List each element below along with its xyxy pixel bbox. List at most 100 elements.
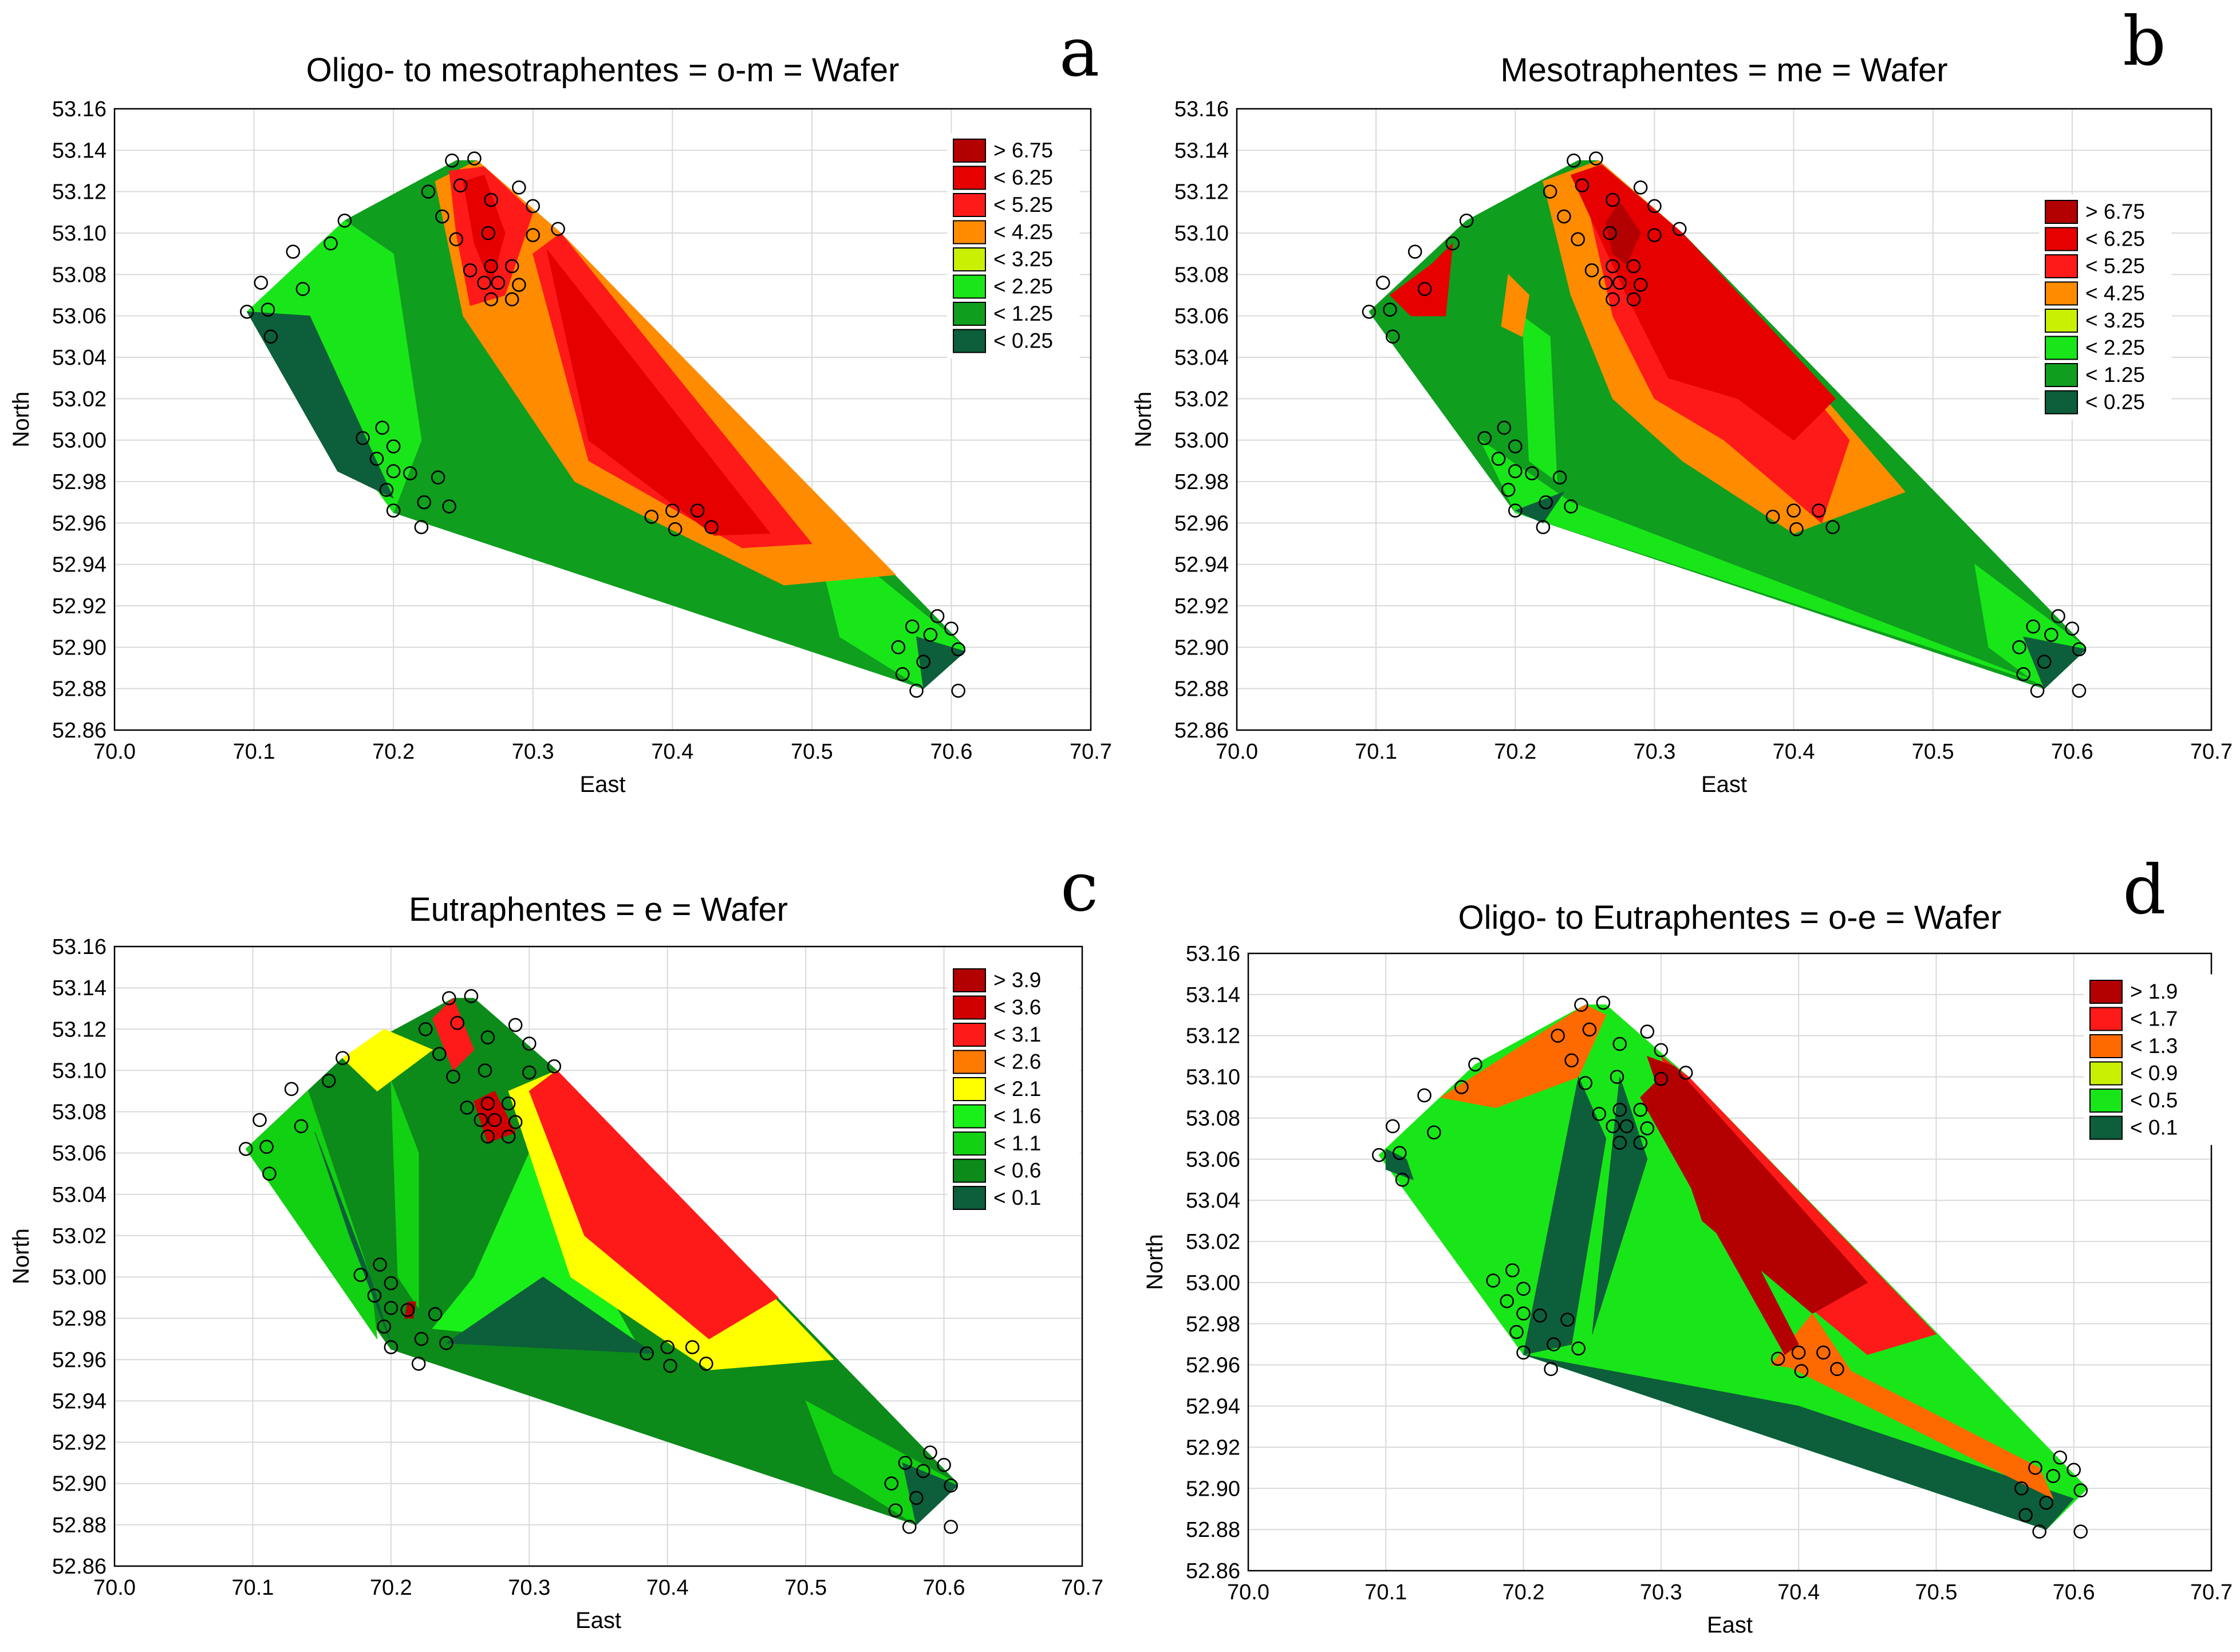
sampling-station-point — [526, 199, 541, 214]
sampling-station-point — [432, 1047, 447, 1061]
sampling-station-point — [1612, 1102, 1627, 1117]
legend-swatch — [2045, 281, 2078, 306]
legend-label: < 0.9 — [2130, 1062, 2178, 1085]
sampling-station-point — [1640, 1024, 1655, 1039]
sampling-station-point — [1508, 464, 1523, 479]
y-tick-label: 53.16 — [1174, 97, 1229, 121]
legend-swatch — [2089, 980, 2123, 1004]
sampling-station-point — [263, 329, 278, 344]
sampling-station-point — [367, 1288, 382, 1303]
sampling-station-point — [2073, 1483, 2088, 1498]
sampling-station-point — [1574, 997, 1588, 1012]
y-tick-label: 52.86 — [52, 1555, 107, 1579]
y-tick-label: 53.10 — [52, 222, 107, 246]
sampling-station-point — [284, 1082, 299, 1097]
x-tick-label: 70.4 — [1773, 740, 1815, 764]
legend-swatch — [953, 165, 986, 190]
sampling-station-point — [1445, 236, 1460, 251]
sampling-station-point — [453, 178, 468, 193]
sampling-station-point — [1383, 302, 1397, 317]
y-tick-label: 53.04 — [52, 346, 107, 370]
y-tick-label: 52.88 — [52, 1513, 107, 1537]
x-tick-label: 70.2 — [1494, 740, 1536, 764]
sampling-station-point — [1612, 275, 1627, 290]
contour-zone — [916, 636, 966, 689]
legend-swatch — [953, 302, 986, 326]
sampling-station-point — [930, 609, 945, 624]
sampling-station-point — [1552, 470, 1567, 485]
sampling-station-point — [1626, 292, 1641, 307]
sampling-station-point — [384, 1300, 399, 1315]
sampling-station-point — [1516, 1282, 1531, 1296]
contour-zone — [546, 249, 771, 536]
legend-swatch — [953, 1158, 986, 1183]
sampling-station-point — [449, 232, 464, 247]
sampling-station-point — [1486, 1274, 1501, 1288]
legend-swatch — [2089, 1034, 2123, 1058]
sampling-station-point — [441, 991, 456, 1006]
legend-swatch — [2045, 254, 2078, 278]
sampling-station-point — [685, 1340, 700, 1354]
sampling-station-point — [386, 503, 401, 518]
y-tick-label: 53.02 — [1186, 1230, 1240, 1254]
sampling-station-point — [665, 503, 680, 518]
contour-zone — [1523, 1354, 2075, 1530]
legend-label: < 4.25 — [993, 220, 1053, 244]
plot-area-frame — [113, 945, 1083, 1567]
contour-zone — [474, 1091, 516, 1144]
x-tick-label: 70.2 — [372, 740, 415, 764]
x-tick-label: 70.6 — [930, 740, 972, 764]
panel-letter: d — [2123, 850, 2166, 929]
sampling-station-point — [445, 153, 459, 168]
plot-area-frame — [113, 108, 1092, 731]
contour-zone — [1501, 274, 1530, 337]
sampling-station-point — [386, 439, 401, 454]
contour-zone — [1523, 1077, 1607, 1355]
sampling-station-point — [321, 1074, 336, 1088]
y-tick-label: 52.96 — [52, 511, 107, 535]
sampling-station-point — [1505, 1263, 1520, 1278]
sampling-station-point — [1654, 1071, 1669, 1086]
sampling-station-point — [1567, 153, 1581, 168]
chart-panel-a: Oligo- to mesotraphentes = o-m = Wafer a 7… — [9, 13, 1112, 797]
sampling-station-point — [484, 292, 498, 307]
sampling-station-point — [1603, 226, 1617, 240]
y-tick-label: 53.02 — [52, 1224, 107, 1248]
sampling-station-point — [259, 1140, 274, 1154]
sampling-station-point — [1571, 1341, 1586, 1356]
sampling-station-point — [522, 1036, 537, 1051]
sampling-station-point — [411, 1357, 426, 1371]
sampling-station-point — [414, 520, 429, 534]
x-tick-label: 70.6 — [2053, 1580, 2095, 1604]
sampling-station-point — [446, 1069, 460, 1084]
sampling-station-point — [898, 1456, 913, 1470]
legend-label: < 0.25 — [993, 329, 1053, 353]
contour-zone — [391, 1080, 419, 1308]
y-tick-label: 52.92 — [1186, 1436, 1240, 1460]
x-tick-label: 70.2 — [1502, 1580, 1545, 1604]
legend-label: > 3.9 — [993, 968, 1041, 992]
sampling-station-point — [324, 236, 338, 251]
y-axis-label: North — [1142, 1234, 1168, 1290]
sampling-station-point — [508, 1115, 523, 1129]
sampling-station-point — [1606, 292, 1620, 307]
sampling-station-point — [474, 1113, 488, 1127]
sampling-station-point — [417, 495, 432, 510]
sampling-station-point — [1501, 483, 1516, 497]
y-tick-label: 53.12 — [52, 1018, 107, 1042]
x-tick-label: 70.3 — [1640, 1580, 1682, 1604]
sampling-station-point — [1564, 499, 1578, 514]
contour-zone — [1385, 1148, 1414, 1180]
sampling-station-point — [1830, 1362, 1844, 1377]
sampling-station-point — [1407, 245, 1422, 259]
sampling-station-point — [1584, 263, 1599, 278]
legend-swatch — [2045, 390, 2078, 415]
x-tick-label: 70.2 — [370, 1576, 412, 1600]
contour-zone — [2023, 636, 2087, 689]
sampling-station-point — [2046, 1469, 2060, 1484]
sampling-station-point — [1789, 522, 1804, 537]
sampling-station-point — [1606, 1119, 1620, 1134]
sampling-station-point — [403, 466, 417, 480]
sampling-station-point — [1626, 259, 1641, 274]
y-tick-label: 52.90 — [1186, 1477, 1240, 1501]
